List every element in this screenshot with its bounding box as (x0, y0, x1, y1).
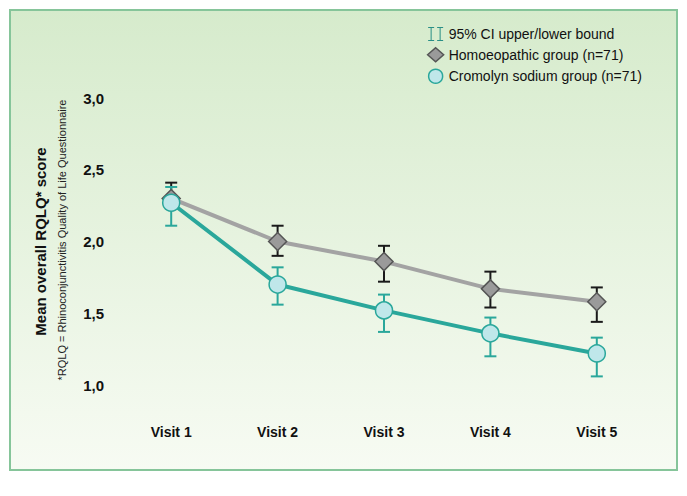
svg-text:Homoeopathic group (n=71): Homoeopathic group (n=71) (449, 47, 624, 63)
svg-text:*RQLQ = Rhinoconjunctivitis Qu: *RQLQ = Rhinoconjunctivitis Quality of L… (56, 100, 68, 381)
svg-text:95% CI upper/lower bound: 95% CI upper/lower bound (449, 26, 615, 42)
svg-text:1,5: 1,5 (83, 305, 104, 322)
svg-text:1,0: 1,0 (83, 377, 104, 394)
svg-text:Mean overall RQLQ* score: Mean overall RQLQ* score (32, 147, 49, 335)
svg-text:Visit 2: Visit 2 (257, 424, 298, 440)
svg-text:Visit 1: Visit 1 (151, 424, 192, 440)
svg-text:3,0: 3,0 (83, 90, 104, 107)
svg-text:Visit 5: Visit 5 (576, 424, 617, 440)
svg-text:Visit 3: Visit 3 (364, 424, 405, 440)
svg-text:2,5: 2,5 (83, 161, 104, 178)
svg-text:Cromolyn sodium group (n=71): Cromolyn sodium group (n=71) (449, 68, 642, 84)
svg-text:Visit 4: Visit 4 (470, 424, 511, 440)
svg-text:2,0: 2,0 (83, 233, 104, 250)
